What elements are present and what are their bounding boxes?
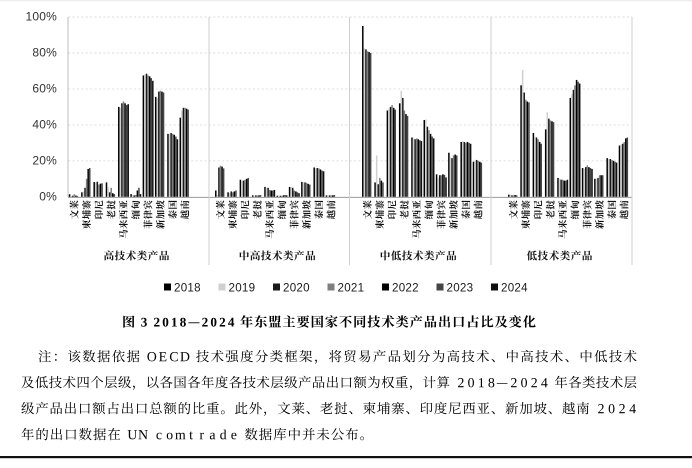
- svg-text:80%: 80%: [32, 46, 57, 60]
- svg-text:0%: 0%: [39, 189, 57, 203]
- svg-text:2022: 2022: [392, 282, 419, 295]
- svg-text:2020: 2020: [283, 282, 310, 295]
- svg-text:2019: 2019: [229, 282, 256, 295]
- svg-text:20%: 20%: [32, 153, 57, 167]
- svg-text:2023: 2023: [447, 282, 474, 295]
- svg-text:2018: 2018: [174, 282, 201, 295]
- svg-text:2024: 2024: [501, 282, 528, 295]
- svg-text:100%: 100%: [26, 10, 58, 24]
- svg-text:2021: 2021: [338, 282, 365, 295]
- svg-text:60%: 60%: [32, 82, 57, 96]
- svg-text:40%: 40%: [32, 118, 57, 132]
